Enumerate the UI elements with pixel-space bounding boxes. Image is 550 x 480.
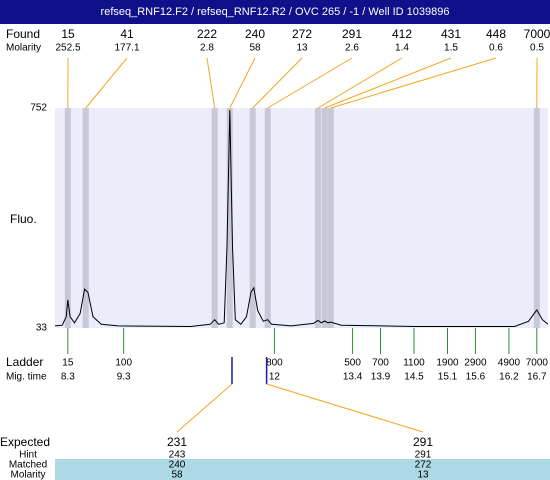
y-axis-label: Fluo. [10,212,37,226]
found-connector [330,57,497,109]
ladder-size: 2900 [464,358,487,369]
peak-band [249,108,256,328]
found-connector [229,57,256,109]
ladder-size: 1100 [403,358,425,369]
found-label: Found [6,27,40,41]
ladder-time: 8.3 [61,372,75,383]
found-size: 448 [486,27,506,41]
molarity-label: Molarity [10,470,45,480]
ladder-size: 100 [115,358,132,369]
molarity-label: Molarity [6,43,41,54]
ladder-size: 7000 [526,358,549,369]
ladder-size: 1900 [436,358,459,369]
hint-label: Hint [19,450,37,461]
ladder-time: 9.3 [117,372,131,383]
peak-band [64,108,71,328]
found-size: 272 [292,27,312,41]
matched: 240 [169,460,186,471]
ladder-size: 700 [372,358,389,369]
found-connector [324,57,452,109]
found-molarity: 0.5 [530,43,544,54]
peak-band [327,108,334,328]
expected-size: 231 [167,435,187,449]
found-size: 15 [61,27,75,41]
trace [54,110,549,328]
peak-band [321,108,328,328]
peak-band [533,108,540,328]
ladder-size: 800 [266,358,283,369]
ladder-time: 16.7 [527,372,547,383]
found-size: 222 [197,27,217,41]
matched-label: Matched [9,460,47,471]
plot-area [55,108,548,328]
found-size: 7000 [524,27,550,41]
found-size: 240 [245,27,265,41]
found-size: 291 [342,27,362,41]
ladder-time: 13.4 [343,372,363,383]
found-connector [317,57,403,109]
found-molarity: 13 [296,43,308,54]
peak-band [82,108,89,328]
expected-molarity: 58 [171,470,183,480]
ladder-size: 4900 [498,358,521,369]
found-size: 412 [392,27,412,41]
expected-molarity: 13 [417,470,429,480]
expected-connector [176,383,233,433]
found-connector [85,57,128,109]
y-tick-label: 752 [30,103,47,114]
expected-label: Expected [0,435,50,449]
ladder-size: 15 [62,358,74,369]
hint: 291 [415,450,432,461]
matched: 272 [415,460,432,471]
ladder-time: 16.2 [499,372,519,383]
title: refseq_RNF12.F2 / refseq_RNF12.R2 / OVC … [101,6,450,18]
ladder-time: 13.9 [371,372,391,383]
hint: 243 [169,450,186,461]
ladder-size: 500 [344,358,361,369]
found-size: 431 [441,27,461,41]
found-size: 41 [120,27,134,41]
found-connector [252,57,303,109]
y-tick-label: 33 [36,323,48,334]
ladder-time: 14.5 [404,372,424,383]
found-molarity: 177.1 [114,43,139,54]
found-molarity: 2.8 [200,43,214,54]
found-molarity: 2.6 [345,43,359,54]
expected-size: 291 [413,435,433,449]
found-molarity: 58 [249,43,261,54]
matched-band [55,459,550,480]
found-connector [206,57,216,109]
peak-band [314,108,321,328]
found-molarity: 0.6 [489,43,503,54]
peak-band [211,108,218,328]
found-molarity: 1.5 [444,43,458,54]
ladder-label: Ladder [6,355,43,369]
found-molarity: 1.4 [395,43,409,54]
ladder-time: 15.1 [438,372,458,383]
peak-band [264,108,271,328]
peak-band [226,108,233,328]
mig-time-label: Mig. time [6,372,47,383]
found-molarity: 252.5 [55,43,80,54]
expected-connector [266,383,424,433]
found-connector [267,57,353,109]
ladder-time: 15.6 [466,372,486,383]
ladder-time: 12 [269,372,281,383]
title-bar [0,0,550,24]
